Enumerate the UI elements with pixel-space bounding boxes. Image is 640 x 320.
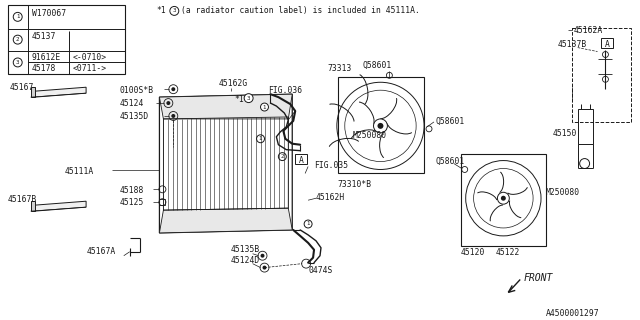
Text: 45120: 45120 <box>461 248 485 257</box>
Text: 45162G: 45162G <box>219 79 248 88</box>
Text: A: A <box>605 40 610 49</box>
Text: 45137: 45137 <box>31 32 56 41</box>
Polygon shape <box>35 87 86 97</box>
Circle shape <box>13 58 22 67</box>
Bar <box>159 199 165 205</box>
Text: 45162H: 45162H <box>316 193 346 202</box>
Text: Q58601: Q58601 <box>436 117 465 126</box>
Polygon shape <box>159 208 292 233</box>
Text: Q58601: Q58601 <box>436 156 465 165</box>
Text: *1: *1 <box>156 6 166 15</box>
Text: 45167A: 45167A <box>87 247 116 256</box>
Text: M250080: M250080 <box>546 188 580 197</box>
Text: 73313: 73313 <box>327 64 351 73</box>
Text: 45178: 45178 <box>31 64 56 73</box>
Text: 1: 1 <box>263 105 266 109</box>
Text: W170067: W170067 <box>31 9 66 18</box>
Text: 45135B: 45135B <box>231 245 260 254</box>
Text: (a radiator caution label) is included in 45111A.: (a radiator caution label) is included i… <box>181 6 420 15</box>
Text: 1: 1 <box>307 221 310 227</box>
Text: 3: 3 <box>16 60 19 65</box>
Text: 2: 2 <box>16 37 19 42</box>
Bar <box>295 154 307 164</box>
Text: 3: 3 <box>247 96 250 100</box>
Circle shape <box>501 196 506 201</box>
Text: 45167B: 45167B <box>8 195 37 204</box>
Circle shape <box>13 35 22 44</box>
Text: 45122: 45122 <box>495 248 520 257</box>
Circle shape <box>260 103 268 111</box>
Text: FIG.035: FIG.035 <box>314 161 348 170</box>
Text: 73310*B: 73310*B <box>338 180 372 189</box>
Text: 45150: 45150 <box>553 129 577 138</box>
Circle shape <box>262 266 266 269</box>
Text: 45124: 45124 <box>120 99 144 108</box>
Circle shape <box>497 192 509 204</box>
Text: 2: 2 <box>280 154 284 159</box>
Circle shape <box>13 12 22 21</box>
Polygon shape <box>31 87 35 97</box>
Polygon shape <box>159 94 292 119</box>
Text: 91612E: 91612E <box>31 52 61 61</box>
Circle shape <box>304 220 312 228</box>
Polygon shape <box>35 201 86 211</box>
Text: 0474S: 0474S <box>308 266 333 275</box>
Text: M250080: M250080 <box>353 131 387 140</box>
Text: 45162A: 45162A <box>573 26 603 35</box>
Text: FRONT: FRONT <box>523 273 552 283</box>
Text: 45167: 45167 <box>10 83 34 92</box>
Text: <0711->: <0711-> <box>72 64 106 73</box>
Text: 1: 1 <box>259 136 262 141</box>
Bar <box>572 28 631 122</box>
Text: 45124D: 45124D <box>231 256 260 265</box>
Text: FIG.036: FIG.036 <box>268 86 303 95</box>
Text: <-0710>: <-0710> <box>72 52 106 61</box>
Circle shape <box>378 123 383 129</box>
Text: 45137B: 45137B <box>558 40 587 49</box>
Text: 3: 3 <box>173 8 176 13</box>
Circle shape <box>244 94 253 103</box>
Polygon shape <box>31 201 35 211</box>
Text: 0100S*B: 0100S*B <box>120 86 154 95</box>
Text: 45188: 45188 <box>120 186 144 195</box>
Text: 45111A: 45111A <box>64 166 93 175</box>
Text: 45125: 45125 <box>120 198 144 207</box>
Circle shape <box>172 87 175 91</box>
Circle shape <box>170 6 179 15</box>
Circle shape <box>166 101 170 105</box>
Circle shape <box>374 119 387 133</box>
Circle shape <box>172 114 175 118</box>
Text: 1: 1 <box>16 14 19 19</box>
Bar <box>8 5 125 74</box>
Text: 45135D: 45135D <box>120 112 149 121</box>
Text: *1: *1 <box>235 95 244 104</box>
Text: Q58601: Q58601 <box>363 61 392 70</box>
Text: A4500001297: A4500001297 <box>546 309 600 318</box>
Circle shape <box>278 153 286 161</box>
Circle shape <box>257 135 264 143</box>
Circle shape <box>260 254 264 258</box>
Bar <box>602 38 613 48</box>
Text: A: A <box>299 156 303 164</box>
